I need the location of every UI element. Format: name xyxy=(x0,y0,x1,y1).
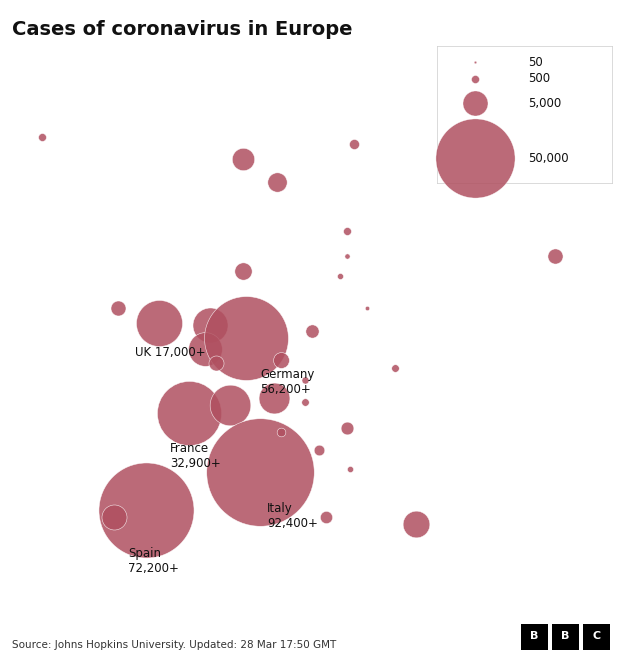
Text: B: B xyxy=(561,631,569,641)
Point xyxy=(314,445,324,455)
Text: Spain
72,200+: Spain 72,200+ xyxy=(129,547,179,575)
Point xyxy=(205,319,215,330)
Text: 50: 50 xyxy=(528,56,542,69)
Text: Source: Johns Hopkins University. Updated: 28 Mar 17:50 GMT: Source: Johns Hopkins University. Update… xyxy=(12,640,337,650)
Point xyxy=(342,422,352,433)
Point xyxy=(211,358,221,369)
Point xyxy=(390,362,400,373)
Text: France
32,900+: France 32,900+ xyxy=(170,443,221,470)
Point xyxy=(241,333,251,343)
Point xyxy=(342,251,352,261)
Text: Cases of coronavirus in Europe: Cases of coronavirus in Europe xyxy=(12,20,353,39)
Point xyxy=(276,355,286,366)
Point xyxy=(272,176,282,187)
Point xyxy=(411,519,421,530)
Point xyxy=(550,251,560,261)
Point xyxy=(363,303,373,313)
FancyBboxPatch shape xyxy=(583,624,610,650)
Text: UK 17,000+: UK 17,000+ xyxy=(135,345,206,358)
Point xyxy=(155,318,165,328)
Point xyxy=(349,139,359,150)
Text: C: C xyxy=(592,631,600,641)
Point xyxy=(238,154,248,165)
Point xyxy=(238,266,248,276)
Point xyxy=(300,397,310,407)
Point xyxy=(342,226,352,236)
FancyBboxPatch shape xyxy=(552,624,579,650)
Point xyxy=(300,375,310,385)
Point xyxy=(345,464,355,475)
Point xyxy=(334,270,344,281)
Text: 50,000: 50,000 xyxy=(528,151,568,165)
Text: 500: 500 xyxy=(528,72,550,85)
Point xyxy=(37,132,47,142)
Point xyxy=(269,392,279,403)
Point xyxy=(276,427,286,438)
Point xyxy=(470,73,480,84)
Point xyxy=(140,504,150,515)
Point xyxy=(113,303,123,313)
Point xyxy=(470,57,480,67)
Point xyxy=(307,325,317,336)
Text: 5,000: 5,000 xyxy=(528,97,561,110)
Point xyxy=(109,512,119,522)
Text: Italy
92,400+: Italy 92,400+ xyxy=(267,502,318,530)
Point xyxy=(470,153,480,163)
Point xyxy=(321,512,331,522)
Point xyxy=(470,98,480,108)
Point xyxy=(225,400,235,411)
Point xyxy=(200,343,210,354)
FancyBboxPatch shape xyxy=(520,624,548,650)
Point xyxy=(255,467,265,477)
Text: Germany
56,200+: Germany 56,200+ xyxy=(260,368,314,396)
Point xyxy=(184,407,194,418)
Text: B: B xyxy=(530,631,539,641)
